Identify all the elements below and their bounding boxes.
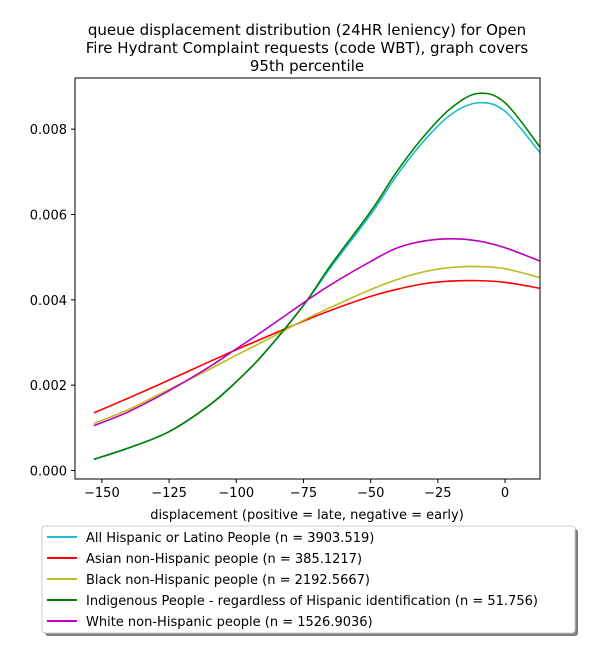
legend-label: Black non-Hispanic people (n = 2192.5667… (86, 573, 370, 588)
legend-label: Asian non-Hispanic people (n = 385.1217) (86, 552, 362, 567)
plot-frame (74, 77, 541, 480)
x-tick-label: −25 (424, 486, 451, 501)
y-tick-label: 0.002 (30, 379, 67, 394)
series-line-4 (93, 238, 541, 427)
plot-area (93, 92, 541, 461)
series-line-1 (93, 279, 541, 414)
chart-title: queue displacement distribution (24HR le… (86, 21, 529, 75)
y-tick-label: 0.008 (30, 123, 67, 138)
legend-entries: All Hispanic or Latino People (n = 3903.… (47, 531, 538, 630)
series-line-3 (93, 92, 541, 461)
x-tick-label: −125 (151, 486, 187, 501)
series-line-2 (93, 265, 541, 425)
x-axis-label: displacement (positive = late, negative … (150, 508, 464, 523)
legend-box (41, 525, 576, 634)
x-axis: −150 −125 −100 −75 −50 −25 0 (84, 479, 509, 501)
x-tick-label: −100 (218, 486, 254, 501)
x-tick-label: −50 (357, 486, 384, 501)
y-tick-label: 0.004 (30, 294, 67, 309)
chart-title-line-3: 95th percentile (250, 57, 364, 75)
y-tick-label: 0.000 (30, 464, 67, 479)
y-axis: 0.000 0.002 0.004 0.006 0.008 (30, 123, 75, 479)
legend-label: Indigenous People - regardless of Hispan… (86, 594, 538, 609)
x-tick-label: −150 (84, 486, 120, 501)
chart-title-line-1: queue displacement distribution (24HR le… (88, 21, 526, 39)
legend: All Hispanic or Latino People (n = 3903.… (41, 525, 578, 636)
chart-title-line-2: Fire Hydrant Complaint requests (code WB… (86, 39, 529, 57)
legend-label: White non-Hispanic people (n = 1526.9036… (86, 615, 373, 630)
x-tick-label: −75 (290, 486, 317, 501)
y-tick-label: 0.006 (30, 209, 67, 224)
legend-label: All Hispanic or Latino People (n = 3903.… (86, 531, 374, 546)
x-tick-label: 0 (501, 486, 509, 501)
